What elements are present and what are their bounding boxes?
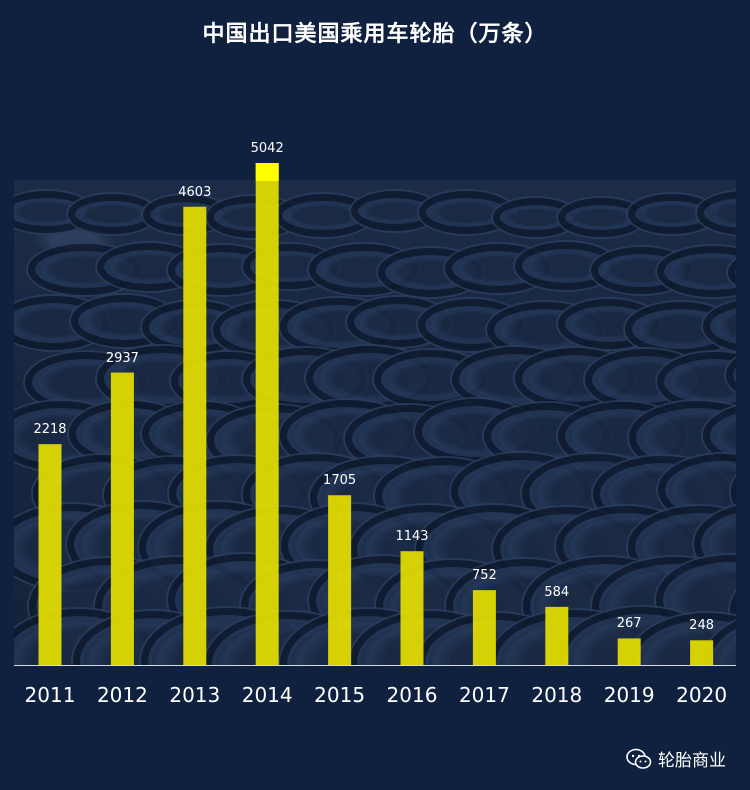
x-tick-label: 2020 xyxy=(676,683,728,707)
data-label: 1143 xyxy=(395,529,429,545)
chart-title: 中国出口美国乘用车轮胎（万条） xyxy=(202,22,548,47)
watermark: 轮胎商业 xyxy=(626,746,726,771)
x-tick-label: 2018 xyxy=(531,683,583,707)
bar-2011 xyxy=(38,444,62,665)
bar-2020 xyxy=(690,640,714,665)
tire-texture xyxy=(657,245,736,297)
bar-2019 xyxy=(617,638,641,665)
data-label: 2937 xyxy=(105,350,139,366)
data-label: 752 xyxy=(471,568,497,584)
data-label: 1705 xyxy=(323,473,357,489)
tire-texture xyxy=(350,191,440,232)
x-tick-label: 2014 xyxy=(241,683,293,707)
watermark-text: 轮胎商业 xyxy=(658,751,726,771)
data-label: 4603 xyxy=(178,184,212,200)
x-tick-label: 2016 xyxy=(386,683,438,707)
data-label: 267 xyxy=(616,616,642,632)
data-label: 584 xyxy=(544,584,570,600)
bar-2017 xyxy=(472,590,496,665)
data-label: 248 xyxy=(689,618,714,634)
bar-2016 xyxy=(400,551,424,665)
data-label: 2218 xyxy=(33,422,67,438)
x-tick-label: 2012 xyxy=(96,683,148,707)
bar-2014 xyxy=(255,163,279,665)
x-axis-line xyxy=(14,665,736,666)
wechat-icon xyxy=(626,748,652,769)
x-tick-label: 2013 xyxy=(169,683,221,707)
x-tick-label: 2017 xyxy=(458,683,510,707)
bar-2015 xyxy=(328,495,352,665)
data-label: 5042 xyxy=(250,141,284,156)
x-tick-label: 2015 xyxy=(314,683,366,707)
x-tick-label: 2011 xyxy=(24,683,76,707)
bar-2018 xyxy=(545,606,569,665)
bar-2012 xyxy=(110,372,134,665)
bar-highlight xyxy=(255,163,279,181)
bar-2013 xyxy=(183,206,207,666)
x-tick-label: 2019 xyxy=(603,683,655,707)
